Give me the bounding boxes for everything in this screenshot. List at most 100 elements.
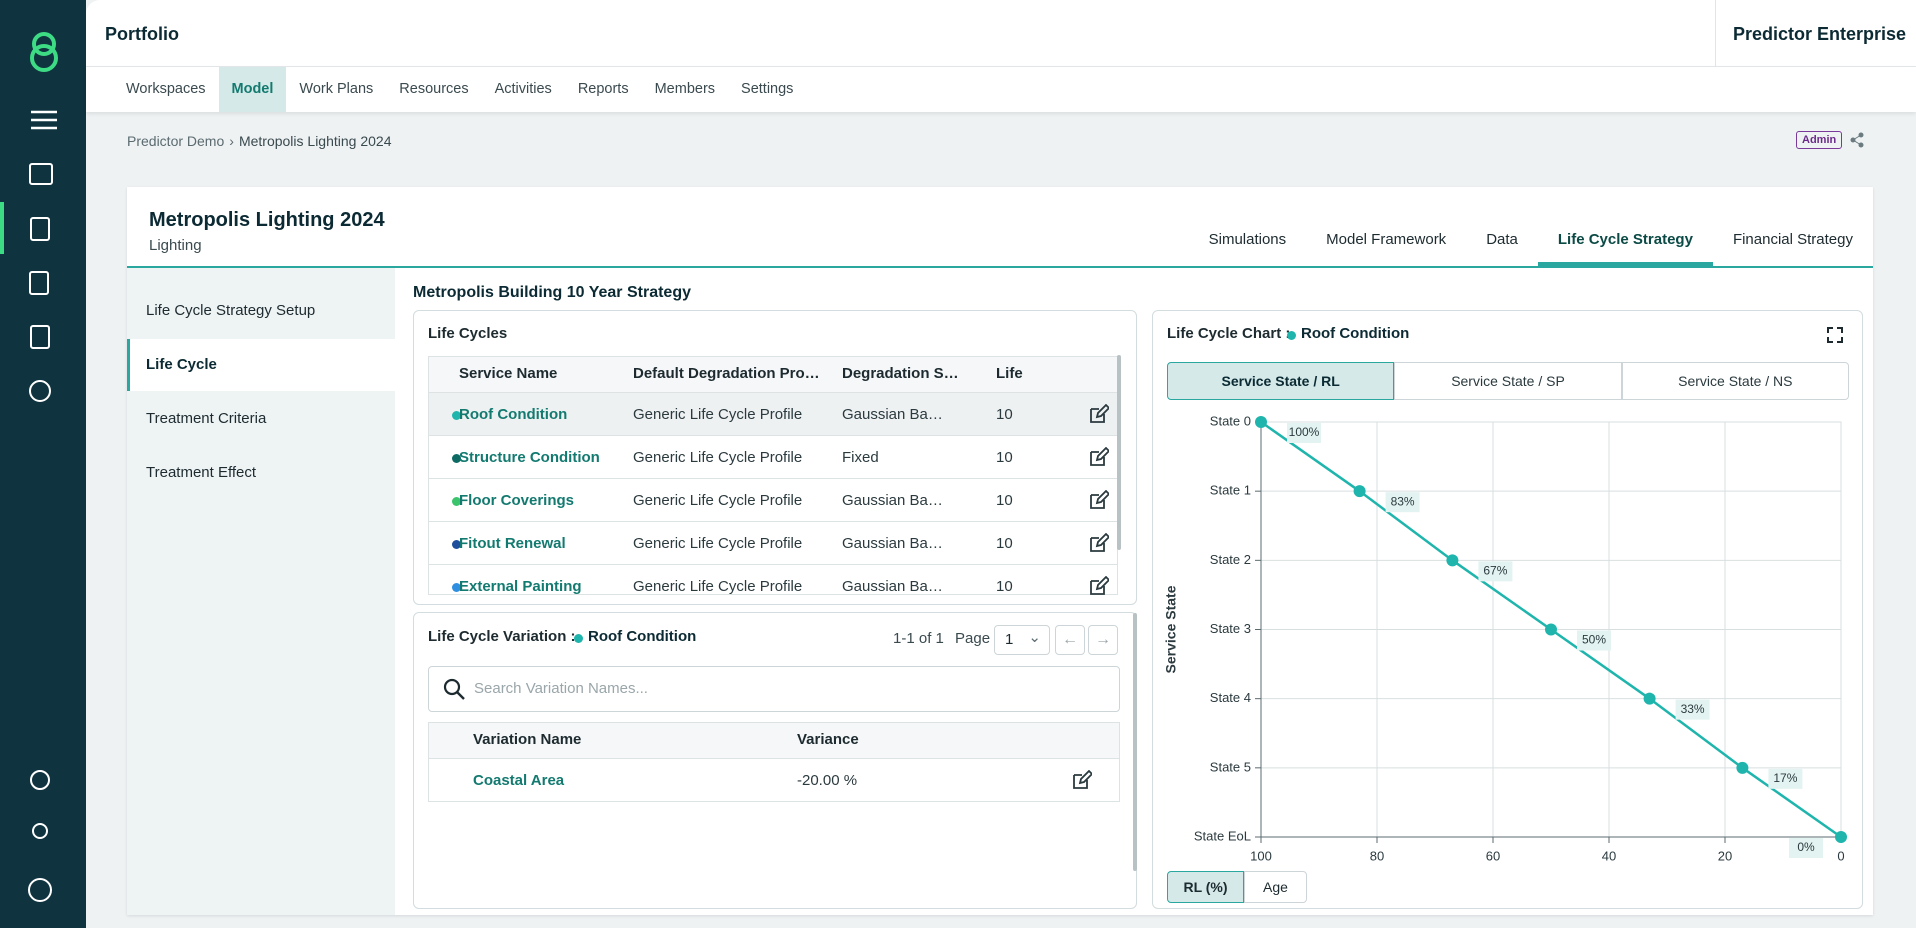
data-point — [1736, 761, 1749, 774]
table-row[interactable] — [428, 759, 1120, 802]
chart-tab[interactable]: Service State / NS — [1621, 362, 1849, 400]
project-tab[interactable]: Life Cycle Strategy — [1537, 220, 1713, 266]
degradation: Gaussian Ba… — [842, 406, 943, 423]
menu-button[interactable] — [31, 110, 57, 130]
icon-reports[interactable] — [30, 325, 50, 349]
share-button[interactable] — [1849, 131, 1865, 149]
nav-tab[interactable]: Members — [654, 81, 716, 97]
service-name[interactable]: Roof Condition — [459, 406, 568, 423]
point-label: 100% — [1289, 425, 1320, 439]
logo[interactable] — [30, 32, 58, 72]
scrollbar — [1117, 355, 1121, 550]
page-label: Page — [955, 630, 991, 647]
nav-tab[interactable]: Resources — [399, 81, 469, 97]
edit-icon — [1090, 576, 1109, 595]
side-menu-item[interactable]: Treatment Criteria — [146, 410, 267, 427]
edit-button[interactable] — [1072, 770, 1092, 790]
icon-settings[interactable] — [29, 380, 51, 402]
project-tab[interactable]: Financial Strategy — [1732, 231, 1853, 248]
project-tab[interactable]: Simulations — [1208, 231, 1287, 248]
nav-tab[interactable]: Workspaces — [126, 81, 206, 97]
edit-button[interactable] — [1089, 576, 1109, 596]
service-name[interactable]: Floor Coverings — [459, 492, 575, 509]
icon-documents[interactable] — [29, 271, 49, 295]
breadcrumb-item[interactable]: Predictor Demo — [127, 133, 225, 149]
point-label-bg — [1478, 561, 1513, 582]
tab-rule — [127, 266, 1873, 268]
side-menu-item[interactable]: Life Cycle — [127, 339, 395, 391]
icon-profile[interactable] — [32, 823, 48, 839]
sidebar-bg — [0, 0, 86, 928]
project-tab[interactable]: Data — [1486, 231, 1518, 248]
axis-mode[interactable]: Age — [1244, 871, 1307, 903]
service-name[interactable]: Structure Condition — [459, 449, 600, 466]
project-tab[interactable]: Model Framework — [1326, 231, 1447, 248]
icon-workspaces[interactable] — [29, 163, 53, 185]
edit-icon — [1090, 490, 1109, 509]
life: 10 — [996, 578, 1013, 595]
edit-button[interactable] — [1089, 490, 1109, 510]
icon-ideas[interactable] — [30, 770, 50, 790]
y-tick-label: State 3 — [1210, 621, 1251, 636]
expand-button[interactable] — [1827, 327, 1843, 343]
status-dot — [574, 634, 583, 643]
side-menu-item[interactable]: Life Cycle Strategy Setup — [146, 302, 316, 319]
x-tick-label: 100 — [1250, 848, 1272, 863]
nav-tab[interactable]: Reports — [577, 81, 629, 97]
table-row[interactable] — [428, 393, 1118, 436]
side-menu-item[interactable]: Treatment Effect — [146, 464, 257, 481]
chart-tab[interactable]: Service State / SP — [1394, 362, 1622, 400]
edit-button[interactable] — [1089, 404, 1109, 424]
nav-tab[interactable]: Work Plans — [299, 81, 374, 97]
profile: Generic Life Cycle Profile — [633, 449, 803, 466]
search-box[interactable] — [428, 666, 1120, 712]
axis-mode[interactable]: RL (%) — [1167, 871, 1244, 903]
prev-page[interactable]: ← — [1055, 625, 1085, 655]
header-divider — [1715, 0, 1716, 67]
edit-icon — [1090, 533, 1109, 552]
point-label: 50% — [1582, 633, 1606, 647]
data-point — [1835, 831, 1847, 843]
life: 10 — [996, 406, 1013, 423]
icon-help[interactable] — [28, 878, 52, 902]
edit-button[interactable] — [1089, 533, 1109, 553]
project-tabs: Simulations Model Framework Data Life Cycle… — [1189, 220, 1873, 266]
service-name[interactable]: External Painting — [459, 578, 582, 595]
point-label-bg — [1675, 699, 1710, 720]
panel-title: Life Cycles — [428, 325, 508, 342]
product-name: Predictor Enterprise — [1733, 24, 1907, 44]
page-select[interactable]: 1 ⌄ — [994, 625, 1050, 655]
selected-life-cycle: Roof Condition — [1301, 325, 1410, 342]
project-title: Metropolis Lighting 2024 — [149, 209, 385, 231]
breadcrumb: Predictor Demo › Metropolis Lighting 2024 — [127, 131, 391, 151]
chart-tab[interactable]: Service State / RL — [1167, 362, 1395, 400]
page-range: 1-1 of 1 — [893, 630, 944, 647]
data-point — [1643, 692, 1656, 705]
life: 10 — [996, 449, 1013, 466]
chart-panel: Life Cycle Chart : Roof Condition Service … — [1152, 310, 1863, 909]
nav-tab[interactable]: Activities — [494, 81, 552, 97]
nav-tab[interactable]: Settings — [741, 81, 794, 97]
service-name[interactable]: Fitout Renewal — [459, 535, 566, 552]
breadcrumb-item: Metropolis Lighting 2024 — [238, 133, 392, 149]
point-label: 83% — [1391, 494, 1415, 508]
icon-model[interactable] — [30, 217, 50, 241]
y-tick-label: State 2 — [1210, 552, 1251, 567]
strategy-title: Metropolis Building 10 Year Strategy — [413, 284, 691, 301]
x-tick-label: 20 — [1718, 848, 1732, 863]
table-header — [428, 722, 1120, 759]
degradation: Gaussian Ba… — [842, 578, 943, 595]
nav-tab[interactable]: Model — [218, 67, 287, 112]
next-page[interactable]: → — [1088, 625, 1118, 655]
status-dot — [1287, 331, 1296, 340]
search-placeholder: Search Variation Names... — [474, 680, 648, 697]
variation-name[interactable]: Coastal Area — [473, 772, 565, 789]
data-point — [1545, 623, 1557, 636]
point-label-bg — [1768, 768, 1803, 789]
profile: Generic Life Cycle Profile — [633, 492, 803, 509]
variation-panel: Life Cycle Variation : Roof Condition 1-1 … — [413, 612, 1137, 909]
role-badge: Admin — [1796, 131, 1843, 149]
point-label-bg — [1577, 630, 1611, 651]
edit-button[interactable] — [1089, 447, 1109, 467]
table-row[interactable] — [428, 565, 1118, 595]
